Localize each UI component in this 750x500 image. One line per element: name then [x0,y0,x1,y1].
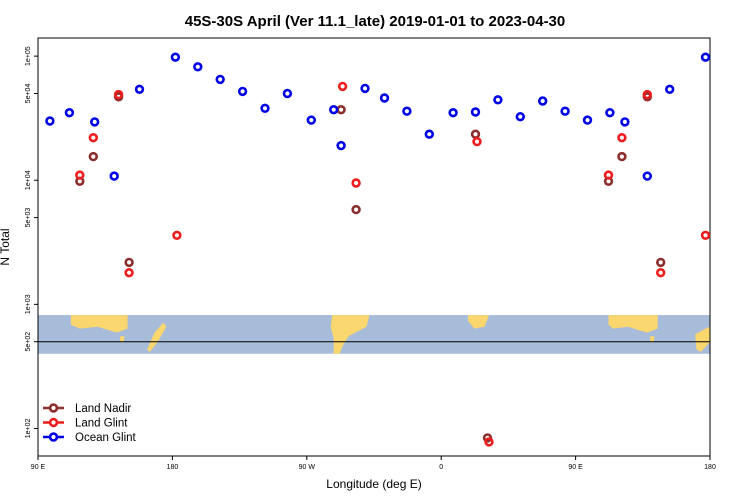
data-points [45,52,711,447]
land-glint-point [642,89,652,100]
land-australia [70,315,128,333]
land-glint-point [75,170,85,180]
land-glint-point [700,230,711,241]
land-nadir-point [655,257,666,268]
ocean-glint-point [424,129,434,139]
ocean-glint-point [306,115,316,125]
ocean-glint-point [237,86,248,97]
land-glint-point [472,136,482,147]
legend-label-land-nadir: Land Nadir [75,403,131,415]
ocean-glint-point [620,117,630,127]
ocean-glint-point [45,116,55,126]
plot-frame [37,37,711,457]
chart-title: 45S-30S April (Ver 11.1_late) 2019-01-01… [185,13,566,30]
y-axis: 1e+02 5e+02 1e+03 5e+03 1e+04 5e+04 1e+05 [25,46,38,438]
ocean-glint-point [89,117,100,127]
ocean-glint-point [642,171,652,181]
y-tick-label: 1e+04 [25,170,32,190]
world-map-band [38,315,710,354]
land-nadir-point [617,151,627,162]
ocean-glint-point [336,140,346,151]
legend-label-land-glint: Land Glint [75,418,128,430]
land-glint-point [113,89,124,100]
land-south-africa [468,315,489,329]
y-axis-label: N Total [0,228,12,265]
ocean-glint-point [379,93,390,103]
ocean-glint-point [282,88,293,99]
land-glint-point [351,178,361,188]
land-glint-point [124,268,134,278]
ocean-glint-point [700,52,711,62]
land-glint-point [603,170,614,180]
ocean-glint-point [402,106,412,116]
ocean-glint-point [109,171,119,181]
land-nadir-point [470,129,481,139]
ocean-glint-point [215,74,225,85]
y-tick-label: 1e+03 [25,294,32,314]
legend-label-ocean-glint: Ocean Glint [75,432,137,444]
ocean-glint-point [329,104,339,115]
land-glint-point [655,268,666,278]
ocean-glint-point [64,107,75,118]
land-glint-point [484,437,494,447]
x-tick-label: 0 [439,464,443,471]
land-new-zealand-2 [695,326,710,352]
ocean-glint-point [493,95,503,105]
legend: Land Nadir Land Glint Ocean Glint [43,403,137,444]
land-nadir-point [124,257,134,268]
x-tick-label: 180 [167,464,179,471]
y-tick-label: 1e+05 [25,46,32,66]
ocean-glint-point [193,62,203,72]
x-axis-label: Longitude (deg E) [326,477,421,491]
x-tick-label: 90 W [299,464,316,471]
ocean-glint-point [360,83,370,94]
ocean-glint-point [170,52,181,62]
y-tick-label: 1e+02 [25,419,32,439]
land-south-america [330,315,370,354]
x-tick-label: 90 E [31,464,46,471]
land-glint-point [88,133,99,143]
y-tick-label: 5e+04 [25,84,32,104]
ocean-glint-point [560,106,570,116]
legend-marker-ocean-glint [48,432,59,442]
legend-marker-land-glint [48,417,59,428]
land-nadir-point [336,104,346,115]
land-glint-point [617,133,627,143]
x-tick-label: 90 E [568,464,583,471]
ocean-glint-point [664,84,675,95]
land-glint-point [337,81,348,92]
land-nadir-point [88,151,99,162]
ocean-glint-point [448,107,458,118]
land-new-zealand [147,322,167,352]
legend-marker-land-nadir [48,403,59,413]
ocean-glint-point [515,111,525,122]
y-tick-label: 5e+02 [25,332,32,352]
ocean-glint-point [134,84,145,95]
land-glint-point [172,230,182,241]
ocean-glint-point [470,107,481,117]
x-tick-label: 180 [704,464,716,471]
y-tick-label: 5e+03 [25,208,32,228]
ocean-glint-point [582,115,593,125]
ocean-glint-point [260,103,270,114]
x-axis: 90 E 180 90 W 0 90 E 180 [31,456,716,471]
ocean-glint-point [605,107,615,118]
land-australia-2 [608,315,658,333]
land-nadir-point [351,204,361,215]
ocean-glint-point [537,96,548,106]
